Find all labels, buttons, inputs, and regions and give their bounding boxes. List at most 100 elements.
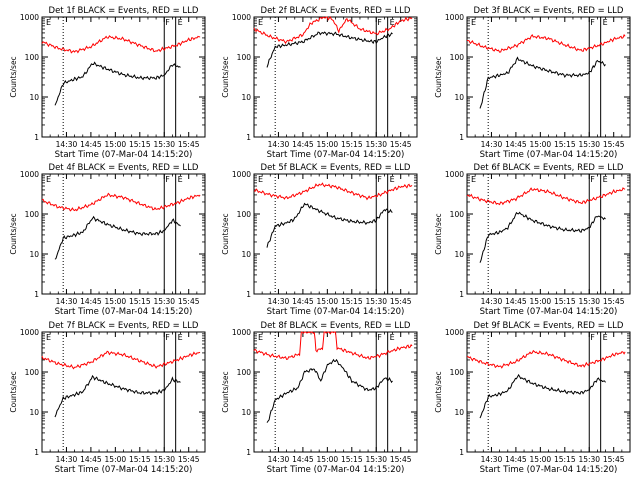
y-tick-label: 100: [25, 210, 40, 219]
panel-title: Det 1f BLACK = Events, RED = LLD: [49, 6, 199, 16]
x-tick-label: 15:30: [365, 297, 387, 306]
panel-title: Det 6f BLACK = Events, RED = LLD: [474, 163, 624, 173]
x-tick-label: 14:30: [56, 140, 78, 149]
panel-3: Det 3f BLACK = Events, RED = LLD 1 10 100 10…: [434, 6, 631, 160]
x-tick-label: 15:00: [317, 140, 339, 149]
lld-series-line: [466, 349, 626, 369]
lld-series-line: [253, 16, 413, 45]
x-tick-label: 14:45: [80, 140, 102, 149]
x-tick-label: 14:45: [80, 297, 102, 306]
x-tick-label: 15:00: [105, 297, 127, 306]
x-tick-label: 15:15: [129, 455, 151, 464]
x-tick-label: 14:45: [292, 297, 314, 306]
event-marker-label: F: [165, 175, 170, 184]
y-axis-label: Counts/sec: [434, 213, 443, 254]
x-tick-label: 15:45: [603, 455, 625, 464]
panel-2: Det 2f BLACK = Events, RED = LLD 1 10 100 10…: [221, 6, 418, 160]
y-tick-label: 1: [459, 448, 464, 457]
y-tick-label: 1000: [20, 13, 39, 22]
y-tick-label: 1: [34, 290, 39, 299]
x-tick-label: 15:15: [129, 140, 151, 149]
lld-series-line: [253, 182, 413, 201]
x-tick-label: 15:00: [530, 455, 552, 464]
y-tick-label: 100: [450, 210, 465, 219]
panel-title: Det 9f BLACK = Events, RED = LLD: [474, 321, 624, 331]
x-axis-label: Start Time (07-Mar-04 14:15:20): [267, 307, 405, 317]
panel-5: Det 5f BLACK = Events, RED = LLD 1 10 100 10…: [221, 163, 418, 317]
x-tick-label: 15:15: [554, 297, 576, 306]
x-tick-label: 14:45: [505, 455, 527, 464]
plot-frame: [253, 173, 418, 295]
x-axis-label: Start Time (07-Mar-04 14:15:20): [480, 307, 618, 317]
event-marker-label: E: [603, 333, 608, 342]
x-axis-label: Start Time (07-Mar-04 14:15:20): [480, 465, 618, 475]
event-marker-label: E: [46, 333, 51, 342]
x-tick-label: 15:30: [365, 140, 387, 149]
event-marker-label: E: [178, 333, 183, 342]
x-tick-label: 15:00: [317, 297, 339, 306]
event-marker-label: F: [377, 175, 382, 184]
x-tick-label: 15:30: [578, 297, 600, 306]
y-tick-label: 10: [241, 408, 251, 417]
plot-frame: [466, 331, 631, 453]
y-tick-label: 1000: [232, 13, 251, 22]
x-tick-label: 15:45: [390, 455, 412, 464]
x-tick-label: 15:45: [603, 297, 625, 306]
event-marker-label: E: [258, 333, 263, 342]
x-tick-label: 15:45: [178, 455, 200, 464]
x-tick-label: 15:15: [129, 297, 151, 306]
plot-frame: [41, 16, 206, 138]
x-tick-label: 14:45: [292, 455, 314, 464]
y-axis-label: Counts/sec: [221, 371, 230, 412]
x-tick-label: 14:45: [505, 297, 527, 306]
y-tick-label: 100: [25, 53, 40, 62]
y-tick-label: 1: [459, 133, 464, 142]
plot-frame: [253, 16, 418, 138]
y-tick-label: 10: [454, 93, 464, 102]
y-axis-label: Counts/sec: [9, 371, 18, 412]
event-marker-label: E: [178, 175, 183, 184]
events-series-line: [479, 373, 606, 419]
panel-title: Det 4f BLACK = Events, RED = LLD: [49, 163, 199, 173]
y-tick-label: 10: [29, 250, 39, 259]
x-tick-label: 15:00: [105, 455, 127, 464]
y-tick-label: 100: [237, 53, 252, 62]
y-axis-label: Counts/sec: [9, 213, 18, 254]
y-tick-label: 1: [459, 290, 464, 299]
y-tick-label: 10: [241, 250, 251, 259]
events-series-line: [266, 31, 393, 68]
panel-title: Det 3f BLACK = Events, RED = LLD: [474, 6, 624, 16]
event-marker-label: E: [390, 333, 395, 342]
panel-9: Det 9f BLACK = Events, RED = LLD 1 10 100 10…: [434, 321, 631, 475]
panel-title: Det 8f BLACK = Events, RED = LLD: [261, 321, 411, 331]
event-marker-label: E: [471, 175, 476, 184]
x-tick-label: 15:00: [317, 455, 339, 464]
y-tick-label: 10: [241, 93, 251, 102]
panel-title: Det 7f BLACK = Events, RED = LLD: [49, 321, 199, 331]
x-tick-label: 14:30: [481, 455, 503, 464]
x-tick-label: 15:00: [530, 140, 552, 149]
y-axis-label: Counts/sec: [221, 56, 230, 97]
event-marker-label: E: [471, 333, 476, 342]
event-marker-label: E: [258, 18, 263, 27]
x-tick-label: 14:30: [56, 297, 78, 306]
x-tick-label: 14:30: [56, 455, 78, 464]
panel-6: Det 6f BLACK = Events, RED = LLD 1 10 100 10…: [434, 163, 631, 317]
x-tick-label: 15:30: [153, 297, 175, 306]
x-axis-label: Start Time (07-Mar-04 14:15:20): [55, 307, 193, 317]
x-tick-label: 14:30: [481, 140, 503, 149]
x-tick-label: 15:00: [105, 140, 127, 149]
y-tick-label: 10: [454, 408, 464, 417]
event-marker-label: E: [603, 18, 608, 27]
x-tick-label: 14:30: [481, 297, 503, 306]
x-tick-label: 14:45: [505, 140, 527, 149]
y-tick-label: 1000: [445, 328, 464, 337]
event-marker-label: F: [590, 333, 595, 342]
x-tick-label: 15:15: [554, 140, 576, 149]
plot-frame: [41, 331, 206, 453]
x-tick-label: 15:15: [554, 455, 576, 464]
x-tick-label: 15:30: [153, 455, 175, 464]
x-tick-label: 15:45: [390, 297, 412, 306]
